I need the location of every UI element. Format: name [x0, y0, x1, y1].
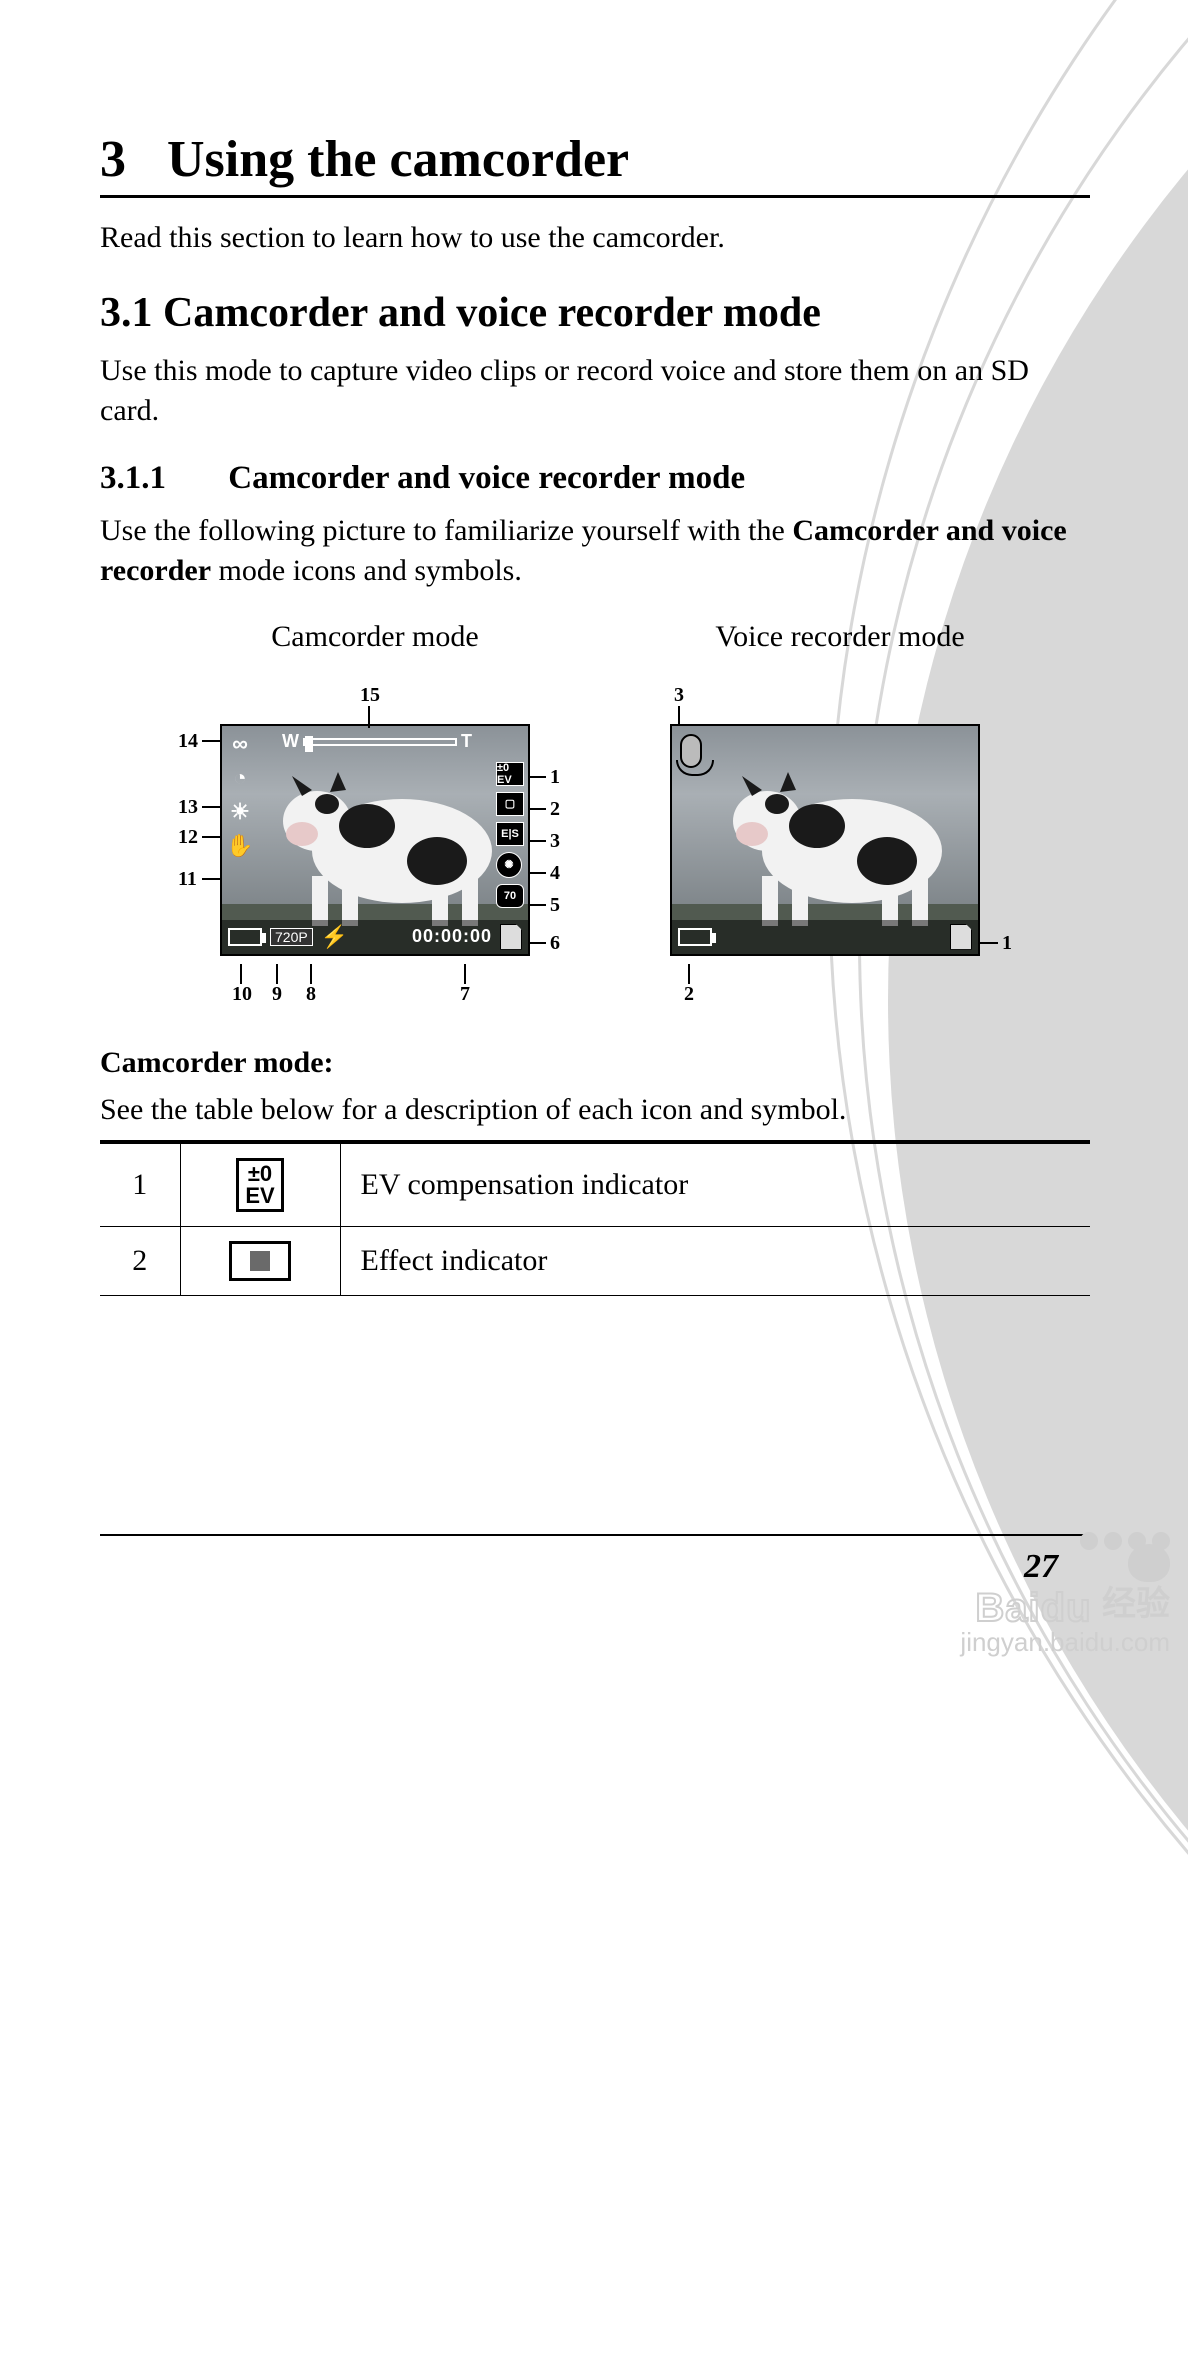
wb-icon: ☀	[226, 800, 254, 824]
table-intro: See the table below for a description of…	[100, 1090, 1090, 1131]
cow-icon	[272, 756, 512, 926]
voice-callout-1: 1	[1002, 932, 1012, 955]
table-heading: Camcorder mode:	[100, 1046, 1090, 1080]
table-row: 1 ±0 EV EV compensation indicator	[100, 1142, 1090, 1227]
callout-14: 14	[178, 730, 198, 753]
sd-card-icon	[500, 924, 522, 950]
callout-1: 1	[550, 766, 560, 789]
row-icon-cell: ±0 EV	[180, 1142, 340, 1227]
quality-mini-icon: ✺	[496, 852, 522, 878]
battery-icon	[228, 928, 262, 946]
footer-rule	[100, 1534, 1090, 1536]
voice-status-bar	[672, 920, 978, 954]
callout-8: 8	[306, 983, 316, 1006]
section-title: Camcorder and voice recorder mode	[163, 290, 821, 336]
voice-screen	[670, 724, 980, 956]
camcorder-diagram: Camcorder mode	[160, 620, 590, 1006]
callout-15: 15	[360, 684, 380, 707]
ev-mini-icon: ±0 EV	[496, 762, 524, 786]
callout-7: 7	[460, 983, 470, 1006]
chapter-heading: 3 Using the camcorder	[100, 130, 1090, 198]
elapsed-time: 00:00:00	[412, 926, 492, 947]
callout-2: 2	[550, 798, 560, 821]
table-row: 2 Effect indicator	[100, 1227, 1090, 1296]
timer-icon: ◔	[226, 766, 254, 790]
zoom-tele-label: T	[461, 731, 472, 752]
right-icon-column: ±0 EV ▢ E|S ✺ 70	[496, 762, 524, 908]
chapter-title: Using the camcorder	[167, 131, 629, 188]
voice-cow-icon	[722, 756, 962, 926]
section-heading: 3.1 Camcorder and voice recorder mode	[100, 289, 1090, 337]
subsection-title: Camcorder and voice recorder mode	[228, 460, 745, 496]
callout-10: 10	[232, 983, 252, 1006]
callout-5: 5	[550, 894, 560, 917]
camcorder-screen-wrap: W T ∞ ◔ ☀ ✋ ±0 EV ▢ E|S	[160, 684, 590, 1006]
effect-icon-square	[250, 1251, 270, 1271]
mic-icon-wrap	[680, 734, 702, 768]
status-bar: 720P ⚡ 00:00:00	[222, 920, 528, 954]
callout-4: 4	[550, 862, 560, 885]
watermark-cn: 经验	[1102, 1576, 1170, 1625]
capacity-mini-icon: 70	[496, 884, 524, 908]
watermark-brand: Baidu	[975, 1586, 1091, 1630]
voice-diagram-title: Voice recorder mode	[715, 620, 964, 654]
effect-mini-icon: ▢	[496, 792, 524, 816]
icon-table: 1 ±0 EV EV compensation indicator 2 Effe…	[100, 1140, 1090, 1296]
watermark: Baidu 经验 jingyan.baidu.com	[960, 1532, 1170, 1658]
callout-12: 12	[178, 826, 198, 849]
section-paragraph: Use this mode to capture video clips or …	[100, 351, 1090, 432]
voice-battery-icon	[678, 928, 712, 946]
resolution-badge: 720P	[270, 928, 313, 946]
row-description: EV compensation indicator	[340, 1142, 1090, 1227]
row-description: Effect indicator	[340, 1227, 1090, 1296]
subsection-para-post: mode icons and symbols.	[211, 554, 522, 587]
zoom-track	[303, 738, 457, 746]
subsection-para-pre: Use the following picture to familiarize…	[100, 514, 792, 547]
voice-callout-3: 3	[674, 684, 684, 707]
watermark-url: jingyan.baidu.com	[960, 1627, 1170, 1658]
row-icon-cell	[180, 1227, 340, 1296]
voice-diagram: Voice recorder mode	[650, 620, 1030, 1006]
zoom-bar: W T	[282, 732, 472, 752]
flash-icon: ⚡	[321, 924, 348, 950]
chapter-number: 3	[100, 130, 126, 189]
subsection-paragraph: Use the following picture to familiarize…	[100, 511, 1090, 592]
subsection-number: 3.1.1	[100, 460, 220, 497]
subsection-heading: 3.1.1 Camcorder and voice recorder mode	[100, 460, 1090, 497]
page-content: 3 Using the camcorder Read this section …	[100, 130, 1090, 1296]
callout-9: 9	[272, 983, 282, 1006]
section-number: 3.1	[100, 290, 153, 336]
macro-icon: ∞	[226, 732, 254, 756]
camcorder-diagram-title: Camcorder mode	[271, 620, 478, 654]
voice-sd-icon	[950, 924, 972, 950]
ev-icon: ±0 EV	[236, 1158, 283, 1212]
callout-6: 6	[550, 932, 560, 955]
left-icon-column: ∞ ◔ ☀ ✋	[226, 732, 254, 858]
eis-mini-icon: E|S	[496, 822, 524, 846]
camcorder-screen: W T ∞ ◔ ☀ ✋ ±0 EV ▢ E|S	[220, 724, 530, 956]
stabilizer-icon: ✋	[226, 834, 254, 858]
zoom-thumb	[305, 736, 313, 752]
voice-screen-wrap: 3 1 2	[650, 684, 1030, 1006]
row-number: 1	[100, 1142, 180, 1227]
intro-paragraph: Read this section to learn how to use th…	[100, 218, 1090, 259]
row-number: 2	[100, 1227, 180, 1296]
microphone-icon	[680, 734, 702, 768]
diagram-row: Camcorder mode	[100, 620, 1090, 1006]
zoom-wide-label: W	[282, 731, 299, 752]
callout-3: 3	[550, 830, 560, 853]
effect-icon	[229, 1241, 291, 1281]
callout-13: 13	[178, 796, 198, 819]
callout-11: 11	[178, 868, 197, 891]
voice-callout-2: 2	[684, 983, 694, 1006]
